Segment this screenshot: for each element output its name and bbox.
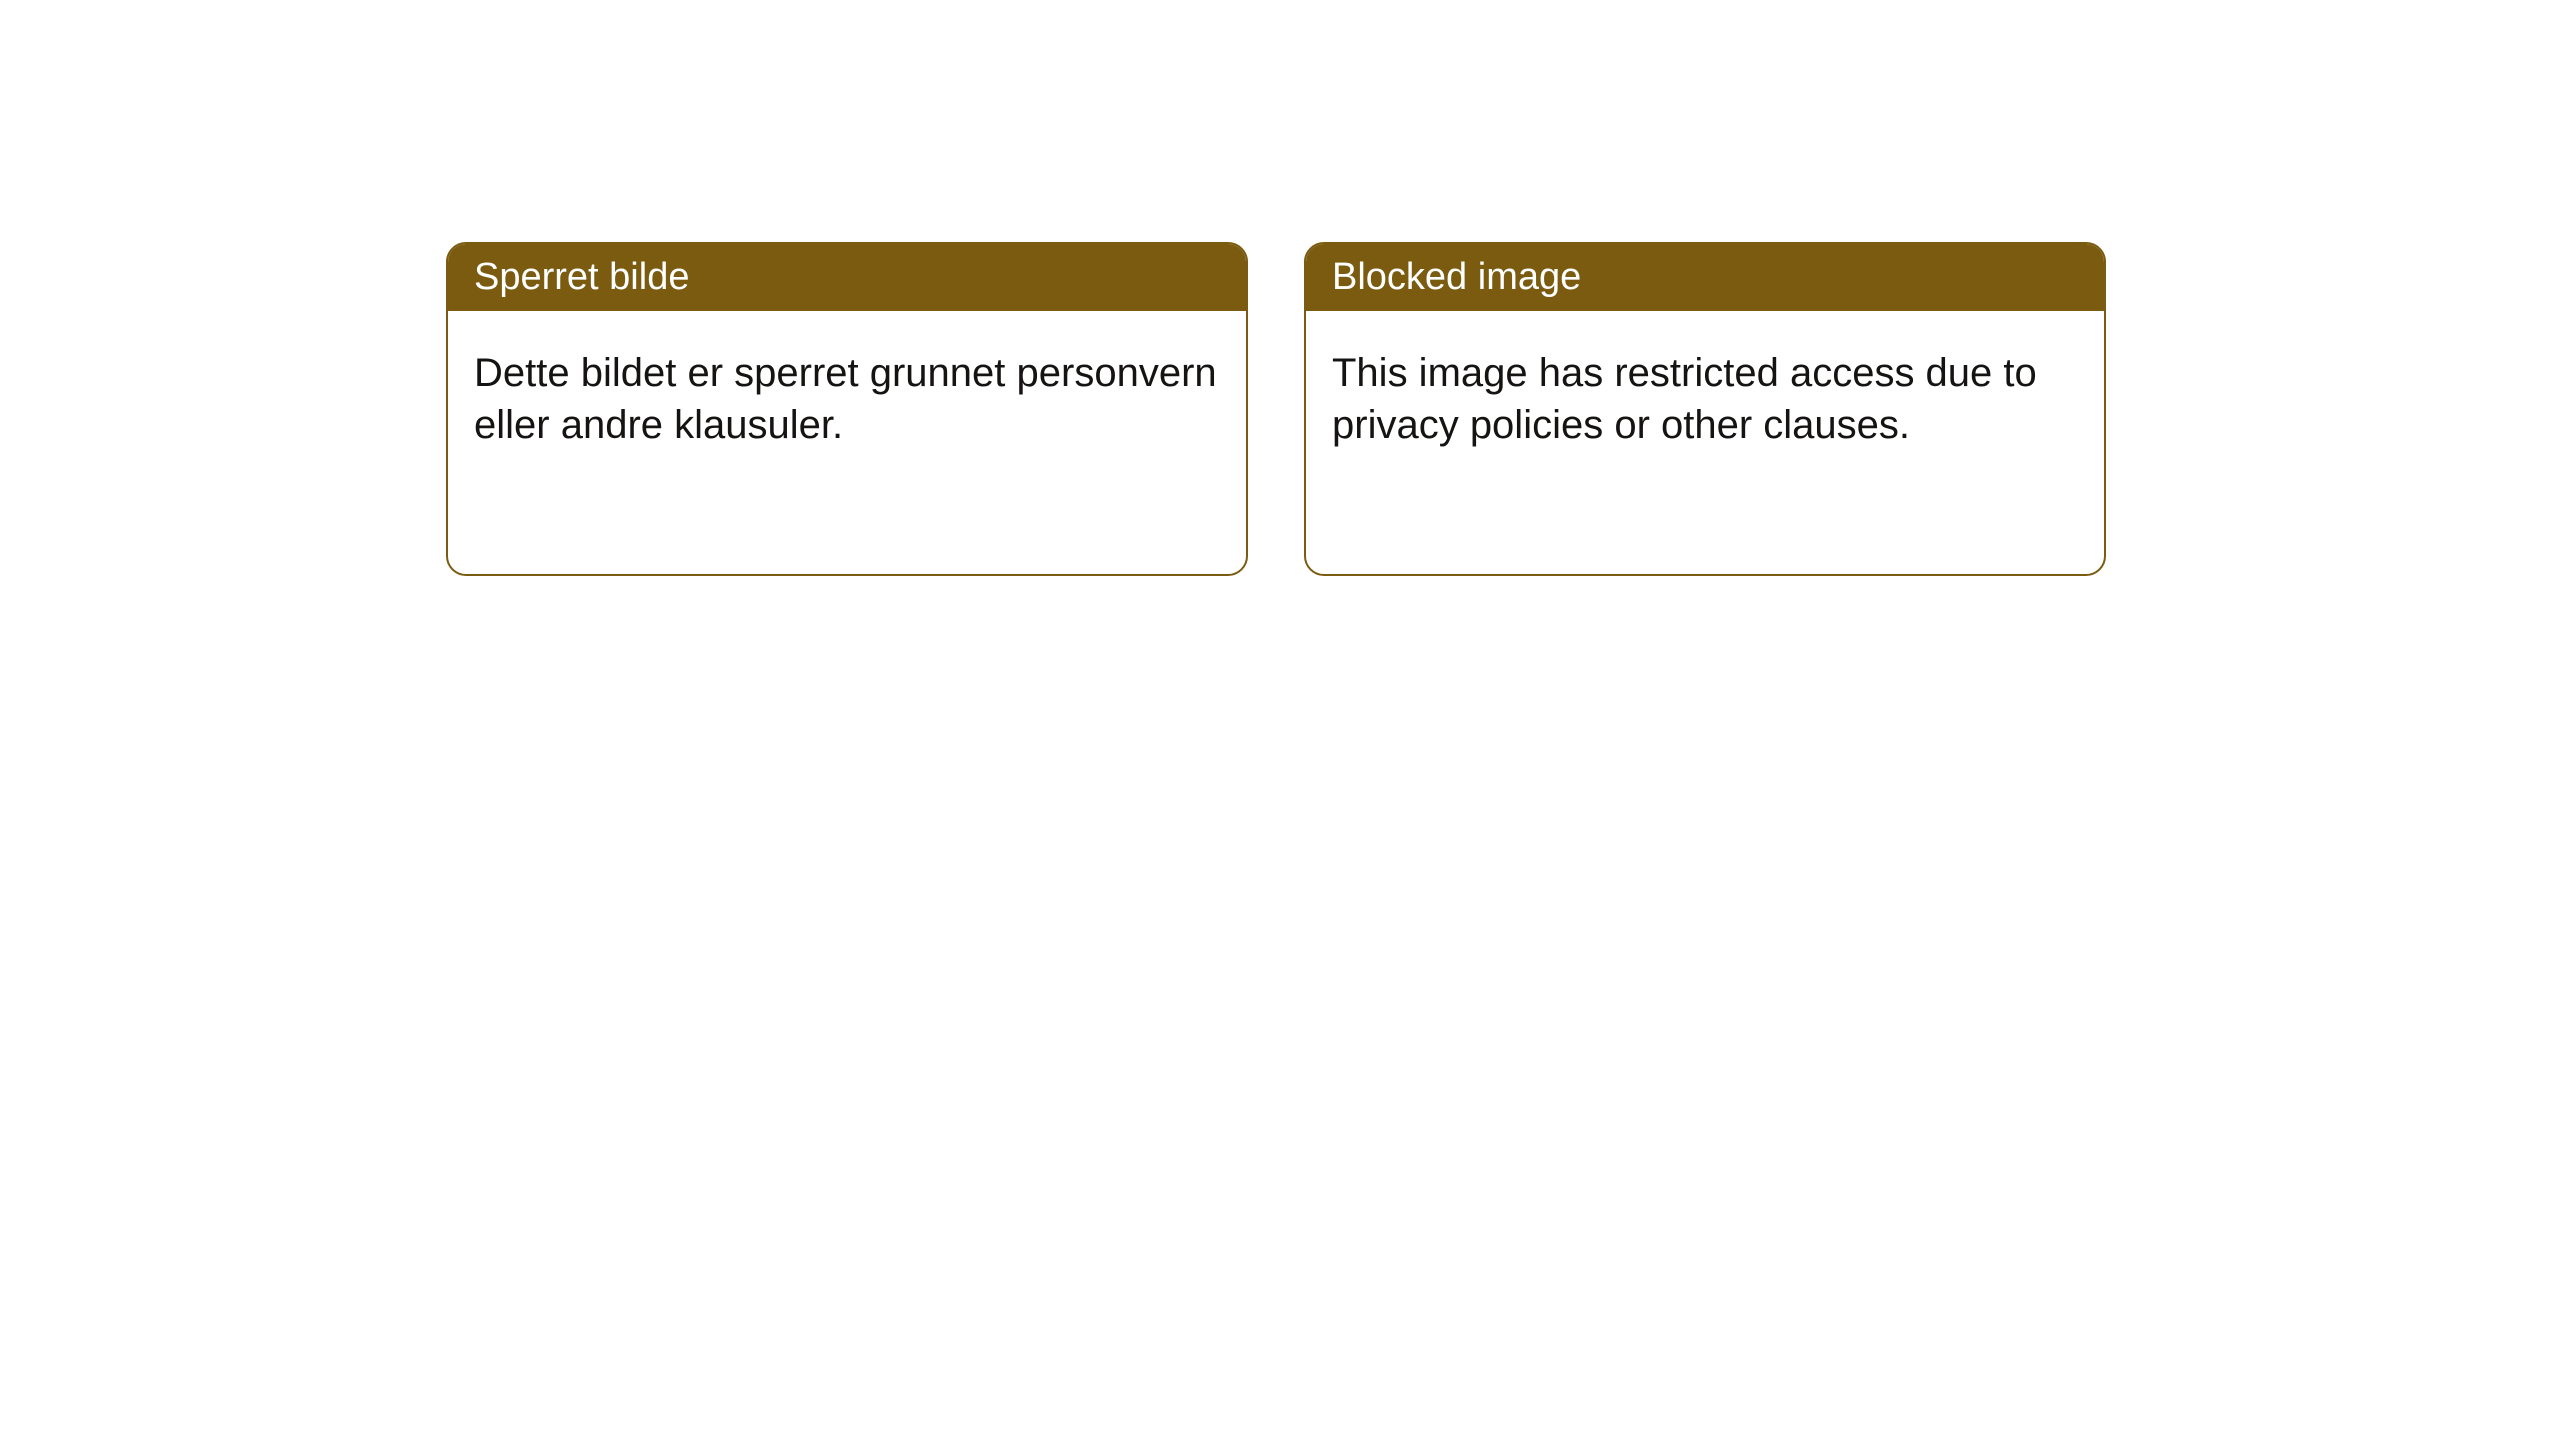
card-message-en: This image has restricted access due to … bbox=[1332, 351, 2037, 447]
blocked-image-card-no: Sperret bilde Dette bildet er sperret gr… bbox=[446, 242, 1248, 576]
card-body-en: This image has restricted access due to … bbox=[1306, 311, 2104, 487]
notice-cards-container: Sperret bilde Dette bildet er sperret gr… bbox=[0, 0, 2560, 576]
card-message-no: Dette bildet er sperret grunnet personve… bbox=[474, 351, 1217, 447]
blocked-image-card-en: Blocked image This image has restricted … bbox=[1304, 242, 2106, 576]
card-body-no: Dette bildet er sperret grunnet personve… bbox=[448, 311, 1246, 487]
card-header-no: Sperret bilde bbox=[448, 244, 1246, 311]
card-title-no: Sperret bilde bbox=[474, 256, 689, 298]
card-title-en: Blocked image bbox=[1332, 256, 1581, 298]
card-header-en: Blocked image bbox=[1306, 244, 2104, 311]
